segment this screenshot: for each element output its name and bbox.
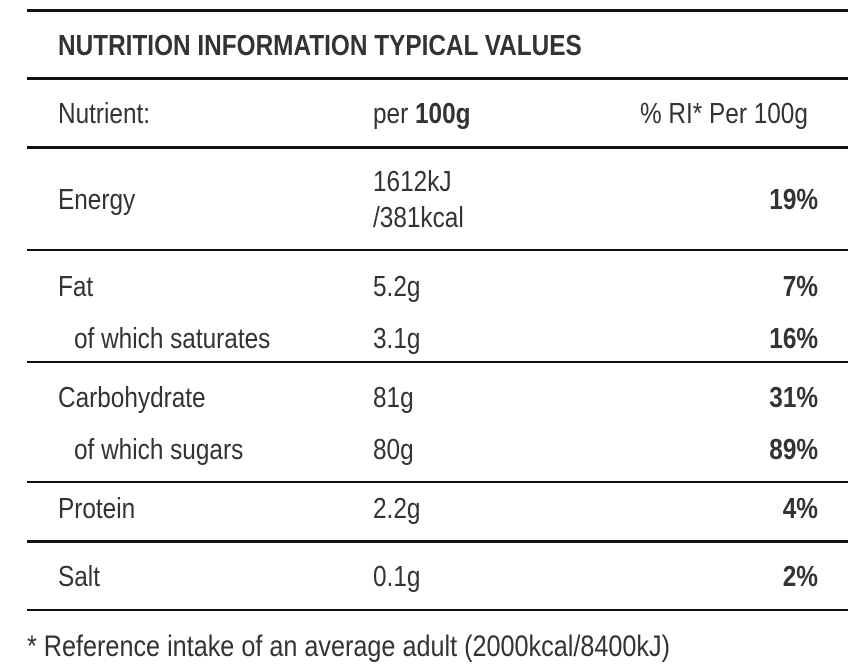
column-header: per 100g [373, 96, 471, 132]
amount: /381kcal [373, 202, 464, 234]
nutrient: Energy [58, 184, 136, 216]
amount: 81g [373, 382, 414, 414]
ri: 19% [769, 184, 818, 216]
rule [27, 609, 848, 611]
ri: 16% [769, 323, 818, 355]
amount: 0.1g [373, 561, 421, 593]
ri: 7% [782, 271, 818, 303]
nutrient: of which sugars [74, 434, 244, 466]
column-header-emphasis: 100g [414, 98, 471, 130]
ri: 31% [769, 382, 818, 414]
amount: 3.1g [373, 323, 421, 355]
nutrient: Protein [58, 493, 136, 525]
rule [27, 249, 848, 251]
rule [27, 146, 848, 149]
amount: 80g [373, 434, 414, 466]
rule [27, 540, 848, 543]
nutrient: of which saturates [74, 323, 271, 355]
ri: 4% [782, 493, 818, 525]
rule [27, 77, 848, 80]
column-header: % RI* Per 100g [640, 98, 808, 130]
amount: 2.2g [373, 493, 421, 525]
ri: 2% [782, 561, 818, 593]
nutrient: Fat [58, 271, 94, 303]
footnote: * Reference intake of an average adult (… [27, 630, 671, 663]
rule [27, 9, 848, 12]
rule [27, 481, 848, 483]
nutrient: Salt [58, 561, 100, 593]
ri: 89% [769, 434, 818, 466]
amount: 1612kJ [373, 166, 452, 198]
amount: 5.2g [373, 271, 421, 303]
rule [27, 361, 848, 363]
nutrient: Carbohydrate [58, 382, 206, 414]
table-title: NUTRITION INFORMATION TYPICAL VALUES [58, 30, 582, 62]
column-header: Nutrient: [58, 98, 151, 130]
column-header-text: per [373, 98, 409, 130]
